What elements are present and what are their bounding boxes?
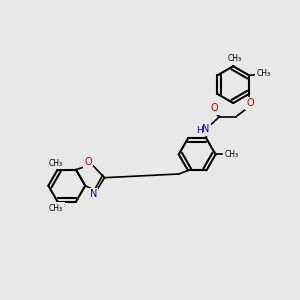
Text: CH₃: CH₃ [49,204,63,213]
Text: CH₃: CH₃ [49,159,63,168]
Text: CH₃: CH₃ [224,150,239,159]
Text: CH₃: CH₃ [256,69,271,78]
Text: O: O [210,103,218,113]
Text: O: O [84,157,92,167]
Text: O: O [247,98,254,108]
Text: H: H [196,126,203,135]
Text: N: N [202,124,210,134]
Text: N: N [90,189,97,199]
Text: CH₃: CH₃ [228,54,242,63]
